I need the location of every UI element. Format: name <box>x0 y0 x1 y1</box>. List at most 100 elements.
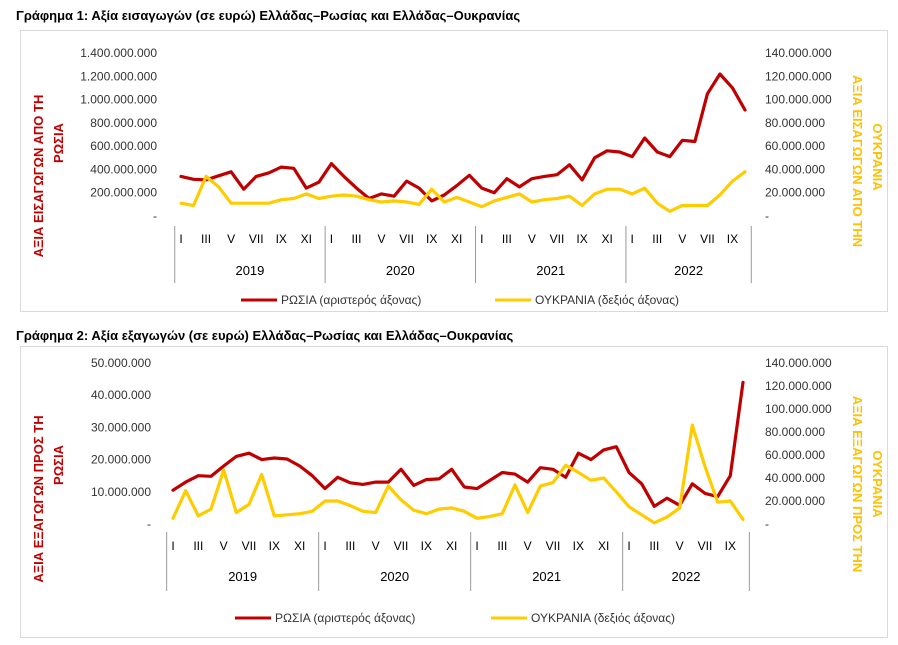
month-tick-label: IX <box>421 539 432 553</box>
chart-1-legend-russia-label: ΡΩΣΙΑ (αριστερός άξονας) <box>281 293 421 307</box>
left-axis-tick-label: 20.000.000 <box>91 453 151 467</box>
month-tick-label: V <box>378 232 386 246</box>
ukraine-series-line <box>171 423 745 525</box>
right-axis-tick-label: 120.000.000 <box>765 379 832 393</box>
chart-2-container: ΑΞΙΑ ΕΞΑΓΩΓΩΝ ΠΡΟΣ ΤΗ ΡΩΣΙΑ ΑΞΙΑ ΕΞΑΓΩΓΩ… <box>20 346 888 638</box>
year-label: 2020 <box>380 569 409 584</box>
month-tick-label: III <box>351 232 361 246</box>
month-tick-label: V <box>528 232 536 246</box>
month-tick-label: XI <box>446 539 457 553</box>
year-label: 2020 <box>386 263 415 278</box>
year-label: 2021 <box>536 263 565 278</box>
month-tick-label: XI <box>294 539 305 553</box>
right-axis-tick-label: 140.000.000 <box>765 356 832 370</box>
year-label: 2022 <box>674 263 703 278</box>
left-axis-tick-label: 10.000.000 <box>91 485 151 499</box>
right-axis-tick-label: 100.000.000 <box>765 402 832 416</box>
month-tick-label: III <box>345 539 355 553</box>
right-axis-tick-label: 140.000.000 <box>765 46 832 60</box>
chart-1-series <box>179 72 747 213</box>
chart-2-legend-russia-label: ΡΩΣΙΑ (αριστερός άξονας) <box>275 611 415 625</box>
month-tick-label: V <box>220 539 228 553</box>
chart-1-title: Γράφημα 1: Αξία εισαγωγών (σε ευρώ) Ελλά… <box>16 8 521 23</box>
month-tick-label: III <box>201 232 211 246</box>
right-axis-tick-label: 80.000.000 <box>765 116 825 130</box>
russia-series-line <box>171 380 745 508</box>
chart-1-legend-ukraine-label: ΟΥΚΡΑΝΙΑ (δεξιός άξονας) <box>535 293 679 307</box>
month-tick-label: I <box>475 539 478 553</box>
month-tick-label: VII <box>550 232 565 246</box>
month-tick-label: IX <box>573 539 584 553</box>
right-axis-tick-label: 40.000.000 <box>765 471 825 485</box>
chart-1-plot: ΑΞΙΑ ΕΙΣΑΓΩΓΩΝ ΑΠΟ ΤΗ ΡΩΣΙΑ ΑΞΙΑ ΕΙΣΑΓΩΓ… <box>31 46 885 307</box>
left-axis-tick-label: 30.000.000 <box>91 420 151 434</box>
chart-2-left-axis-title-line1: ΑΞΙΑ ΕΞΑΓΩΓΩΝ ΠΡΟΣ ΤΗ <box>31 415 46 582</box>
right-axis-tick-label: 120.000.000 <box>765 69 832 83</box>
year-label: 2019 <box>228 569 257 584</box>
chart-2-left-axis-title-line2: ΡΩΣΙΑ <box>51 444 66 485</box>
year-label: 2022 <box>672 569 701 584</box>
month-tick-label: XI <box>601 232 612 246</box>
month-tick-label: IX <box>276 232 287 246</box>
right-axis-tick-label: - <box>765 209 769 223</box>
month-tick-label: III <box>649 539 659 553</box>
month-tick-label: V <box>524 539 532 553</box>
month-tick-label: I <box>627 539 630 553</box>
right-axis-tick-label: 60.000.000 <box>765 139 825 153</box>
left-axis-tick-label: - <box>147 517 151 531</box>
month-tick-label: IX <box>725 539 736 553</box>
chart-2-series <box>171 380 745 525</box>
month-tick-label: I <box>179 232 182 246</box>
left-axis-tick-label: 1.400.000.000 <box>80 46 157 60</box>
left-axis-tick-label: 1.000.000.000 <box>80 93 157 107</box>
month-tick-label: XI <box>598 539 609 553</box>
month-tick-label: III <box>193 539 203 553</box>
chart-2-legend-ukraine-label: ΟΥΚΡΑΝΙΑ (δεξιός άξονας) <box>531 611 675 625</box>
month-tick-label: V <box>678 232 686 246</box>
month-tick-label: VII <box>242 539 257 553</box>
right-axis-tick-label: 60.000.000 <box>765 448 825 462</box>
month-tick-label: III <box>497 539 507 553</box>
left-axis-tick-label: 200.000.000 <box>90 186 157 200</box>
month-tick-label: VII <box>249 232 264 246</box>
chart-2-right-axis-title-line1: ΑΞΙΑ ΕΞΑΓΩΓΩΝ ΠΡΟΣ ΤΗΝ <box>850 396 865 573</box>
month-tick-label: VII <box>399 232 414 246</box>
right-axis-tick-label: 80.000.000 <box>765 425 825 439</box>
month-tick-label: V <box>227 232 235 246</box>
chart-1-left-axis-title-line2: ΡΩΣΙΑ <box>51 122 66 163</box>
year-label: 2021 <box>532 569 561 584</box>
left-axis-tick-label: 40.000.000 <box>91 388 151 402</box>
month-tick-label: I <box>480 232 483 246</box>
right-axis-tick-label: 100.000.000 <box>765 93 832 107</box>
right-axis-tick-label: 20.000.000 <box>765 494 825 508</box>
chart-1-left-axis: - 200.000.000 400.000.000 600.000.000 800.00… <box>80 46 157 223</box>
month-tick-label: III <box>652 232 662 246</box>
month-tick-label: VII <box>698 539 713 553</box>
ukraine-series-line <box>179 170 747 213</box>
right-axis-tick-label: 20.000.000 <box>765 186 825 200</box>
chart-1-legend: ΡΩΣΙΑ (αριστερός άξονας) ΟΥΚΡΑΝΙΑ (δεξιό… <box>241 293 679 307</box>
chart-2-plot: ΑΞΙΑ ΕΞΑΓΩΓΩΝ ΠΡΟΣ ΤΗ ΡΩΣΙΑ ΑΞΙΑ ΕΞΑΓΩΓΩ… <box>31 356 885 625</box>
month-tick-label: IX <box>727 232 738 246</box>
year-label: 2019 <box>235 263 264 278</box>
month-tick-label: I <box>171 539 174 553</box>
month-tick-label: VII <box>546 539 561 553</box>
month-tick-label: XI <box>301 232 312 246</box>
chart-2-right-axis: - 20.000.000 40.000.000 60.000.000 80.000.00… <box>765 356 832 531</box>
month-tick-label: VII <box>394 539 409 553</box>
month-tick-label: XI <box>451 232 462 246</box>
left-axis-tick-label: 400.000.000 <box>90 162 157 176</box>
month-tick-label: I <box>330 232 333 246</box>
chart-2-legend: ΡΩΣΙΑ (αριστερός άξονας) ΟΥΚΡΑΝΙΑ (δεξιό… <box>235 611 675 625</box>
month-tick-label: V <box>676 539 684 553</box>
chart-1-right-axis: - 20.000.000 40.000.000 60.000.000 80.000.00… <box>765 46 832 223</box>
chart-1-right-axis-title-line1: ΑΞΙΑ ΕΙΣΑΓΩΓΩΝ ΑΠΟ ΤΗΝ <box>850 75 865 247</box>
russia-series-line <box>179 72 747 203</box>
right-axis-tick-label: - <box>765 517 769 531</box>
chart-1-right-axis-title-line2: ΟΥΚΡΑΝΙΑ <box>870 123 885 191</box>
chart-1-left-axis-title-line1: ΑΞΙΑ ΕΙΣΑΓΩΓΩΝ ΑΠΟ ΤΗ <box>31 95 46 258</box>
month-tick-label: IX <box>426 232 437 246</box>
left-axis-tick-label: 800.000.000 <box>90 116 157 130</box>
